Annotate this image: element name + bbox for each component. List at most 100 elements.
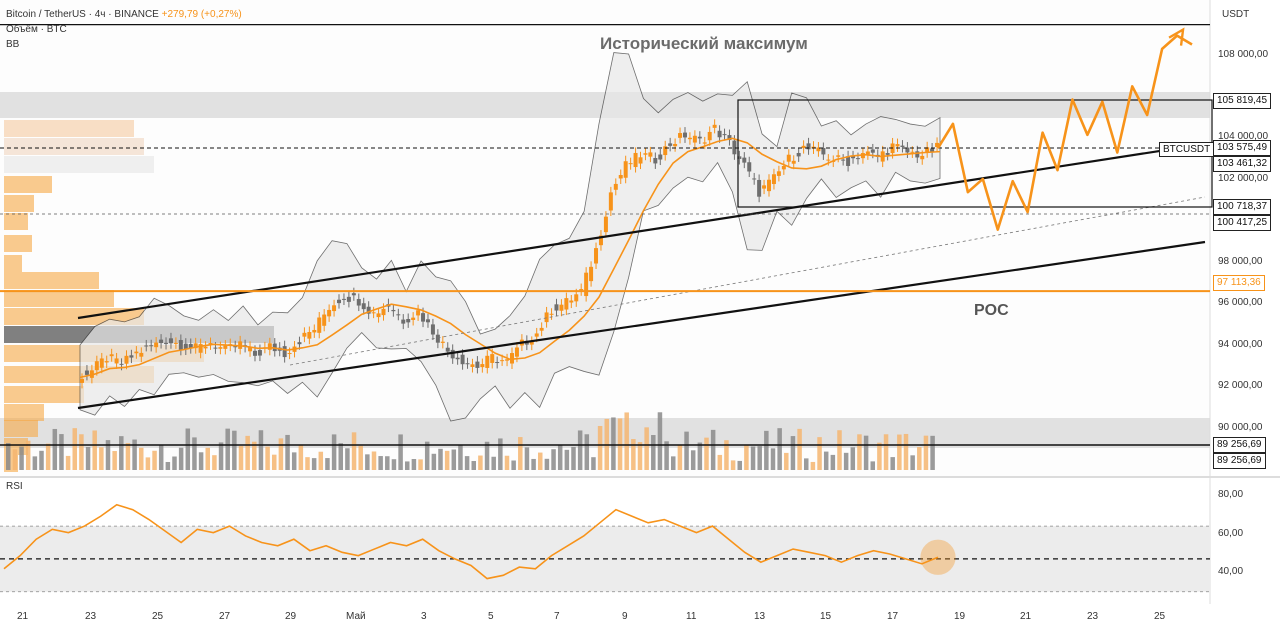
volume-bar bbox=[32, 456, 38, 470]
volume-bar bbox=[72, 428, 77, 470]
candle-body bbox=[198, 344, 203, 353]
candle-body bbox=[425, 319, 430, 323]
volume-bar bbox=[544, 458, 550, 470]
volume-bar bbox=[810, 461, 816, 470]
candle-body bbox=[287, 353, 292, 355]
candle-body bbox=[188, 344, 193, 349]
rsi-line bbox=[3, 503, 939, 580]
volume-bar bbox=[125, 443, 131, 470]
ath-annotation: Исторический максимум bbox=[600, 34, 808, 53]
candle-body bbox=[796, 152, 801, 157]
candle-body bbox=[440, 341, 445, 343]
candle-body bbox=[421, 313, 426, 322]
volume-bar bbox=[464, 456, 470, 470]
candle-body bbox=[826, 159, 831, 161]
bb-basis-line bbox=[79, 137, 941, 379]
volume-bar bbox=[471, 461, 476, 470]
candle-body bbox=[223, 345, 228, 349]
volume-bar bbox=[438, 448, 443, 470]
candle-body bbox=[139, 352, 144, 357]
price-change: +279,79 (+0,27%) bbox=[161, 9, 242, 20]
volume-profile-bar bbox=[4, 213, 28, 230]
x-tick: 17 bbox=[887, 611, 899, 622]
candle-body bbox=[598, 235, 603, 246]
volume-bar bbox=[764, 430, 769, 470]
volume-bar bbox=[511, 460, 516, 470]
candle-body bbox=[322, 314, 327, 326]
x-tick: 13 bbox=[754, 611, 766, 622]
candle-body bbox=[885, 153, 890, 155]
volume-bar bbox=[883, 434, 889, 470]
volume-bar bbox=[823, 451, 829, 470]
volume-bar bbox=[923, 435, 929, 470]
x-tick: 27 bbox=[219, 611, 231, 622]
candle-body bbox=[816, 147, 821, 152]
rsi-tick: 40,00 bbox=[1218, 566, 1244, 577]
x-tick: 21 bbox=[17, 611, 29, 622]
volume-bar bbox=[797, 428, 802, 470]
price-tick: 102 000,00 bbox=[1218, 173, 1269, 184]
chart-header-symbol: Bitcoin / TetherUS · 4ч · BINANCE +279,7… bbox=[6, 9, 242, 20]
volume-bar bbox=[584, 434, 590, 470]
volume-bar bbox=[657, 412, 663, 470]
candle-body bbox=[129, 355, 134, 358]
volume-bar bbox=[385, 456, 390, 470]
candle-body bbox=[495, 362, 500, 364]
candle-body bbox=[391, 309, 396, 312]
volume-bar bbox=[258, 430, 264, 470]
candle-body bbox=[752, 178, 757, 180]
candle-body bbox=[218, 347, 223, 349]
volume-bar bbox=[298, 444, 304, 470]
volume-bar bbox=[112, 451, 117, 470]
volume-bar bbox=[710, 429, 716, 470]
price-label-support-2: 89 256,69 bbox=[1213, 453, 1266, 469]
volume-bar bbox=[358, 445, 363, 470]
candle-body bbox=[717, 130, 722, 138]
candle-body bbox=[678, 133, 683, 138]
x-tick: 9 bbox=[622, 611, 628, 622]
volume-bar bbox=[624, 412, 629, 470]
candle-body bbox=[712, 124, 717, 128]
candle-body bbox=[836, 155, 841, 157]
candle-body bbox=[80, 378, 84, 383]
candle-body bbox=[767, 179, 772, 192]
candle-body bbox=[776, 171, 781, 176]
x-tick: 11 bbox=[686, 611, 697, 622]
candle-body bbox=[346, 296, 351, 302]
candle-body bbox=[514, 347, 519, 357]
volume-bar bbox=[418, 459, 423, 470]
volume-bar bbox=[551, 449, 556, 470]
volume-bar bbox=[730, 460, 736, 470]
volume-profile-bar bbox=[4, 386, 84, 403]
volume-bar bbox=[79, 434, 84, 470]
candle-body bbox=[430, 324, 435, 335]
volume-bar bbox=[311, 458, 317, 470]
candle-body bbox=[233, 346, 238, 348]
volume-bar bbox=[837, 430, 842, 470]
candle-body bbox=[505, 359, 510, 361]
bollinger-band bbox=[79, 52, 941, 422]
price-label-range-high: 105 819,45 bbox=[1213, 93, 1272, 109]
volume-bar bbox=[305, 457, 310, 470]
volume-bar bbox=[597, 425, 603, 470]
candle-body bbox=[213, 347, 218, 349]
volume-profile-bar bbox=[4, 290, 114, 307]
candle-body bbox=[865, 151, 870, 155]
candle-body bbox=[252, 350, 257, 356]
volume-bar bbox=[65, 455, 71, 470]
candle-body bbox=[658, 154, 663, 160]
volume-bar bbox=[857, 434, 862, 470]
volume-bar bbox=[850, 447, 856, 470]
volume-bar bbox=[704, 437, 709, 470]
candle-body bbox=[94, 361, 99, 371]
candle-body bbox=[371, 312, 376, 314]
candle-body bbox=[841, 159, 846, 161]
volume-bar bbox=[6, 443, 11, 470]
volume-bar bbox=[238, 446, 244, 470]
volume-bar bbox=[405, 461, 410, 470]
volume-bar bbox=[245, 435, 250, 470]
candle-body bbox=[332, 305, 337, 312]
candle-body bbox=[692, 135, 697, 143]
price-tick: 90 000,00 bbox=[1218, 422, 1263, 433]
